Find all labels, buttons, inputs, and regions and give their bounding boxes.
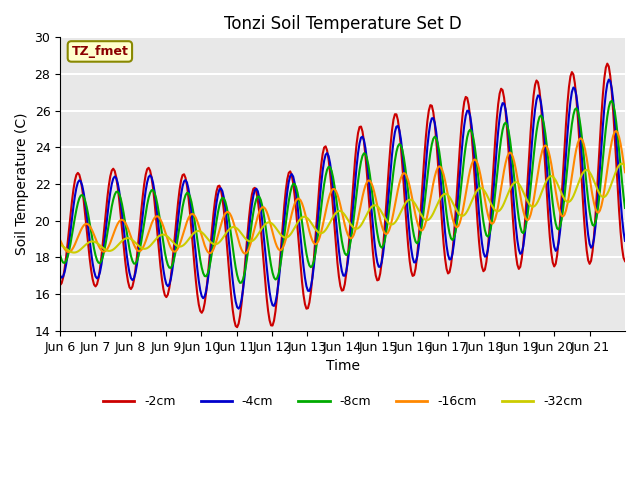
-4cm	[93, 276, 101, 281]
Legend: -2cm, -4cm, -8cm, -16cm, -32cm: -2cm, -4cm, -8cm, -16cm, -32cm	[98, 390, 588, 413]
-4cm	[235, 306, 243, 312]
-8cm	[348, 228, 356, 234]
-2cm	[56, 282, 64, 288]
-32cm	[77, 246, 84, 252]
-8cm	[621, 205, 629, 211]
-16cm	[93, 240, 101, 245]
-2cm	[76, 172, 83, 178]
-2cm	[604, 61, 611, 67]
-4cm	[621, 238, 629, 244]
-4cm	[620, 229, 627, 235]
Line: -4cm: -4cm	[60, 80, 625, 309]
-8cm	[76, 195, 83, 201]
-32cm	[621, 163, 629, 169]
-32cm	[460, 212, 468, 218]
-16cm	[241, 251, 248, 256]
-8cm	[93, 257, 101, 263]
-16cm	[76, 231, 83, 237]
-8cm	[608, 98, 616, 104]
-2cm	[234, 324, 241, 330]
-16cm	[612, 128, 620, 134]
Line: -8cm: -8cm	[60, 101, 625, 283]
-32cm	[620, 161, 627, 167]
Text: TZ_fmet: TZ_fmet	[72, 45, 129, 58]
-8cm	[620, 193, 627, 199]
-8cm	[545, 157, 552, 163]
-16cm	[620, 159, 627, 165]
-16cm	[460, 200, 468, 205]
-2cm	[545, 214, 552, 219]
Line: -16cm: -16cm	[60, 131, 625, 253]
-2cm	[620, 255, 627, 261]
-8cm	[236, 280, 244, 286]
-32cm	[95, 241, 102, 247]
-32cm	[70, 250, 77, 255]
Y-axis label: Soil Temperature (C): Soil Temperature (C)	[15, 113, 29, 255]
-4cm	[76, 178, 83, 183]
-4cm	[460, 122, 468, 128]
-8cm	[460, 155, 468, 160]
-2cm	[93, 281, 101, 287]
Line: -2cm: -2cm	[60, 64, 625, 327]
-16cm	[348, 235, 356, 240]
-32cm	[348, 223, 356, 229]
-4cm	[56, 273, 64, 278]
-16cm	[56, 237, 64, 243]
-2cm	[460, 99, 468, 105]
-4cm	[545, 184, 552, 190]
-2cm	[621, 258, 629, 264]
-2cm	[348, 195, 356, 201]
-4cm	[605, 77, 612, 83]
-8cm	[56, 252, 64, 258]
Line: -32cm: -32cm	[60, 164, 625, 252]
-32cm	[56, 242, 64, 248]
X-axis label: Time: Time	[326, 359, 360, 373]
Title: Tonzi Soil Temperature Set D: Tonzi Soil Temperature Set D	[224, 15, 461, 33]
-16cm	[621, 169, 629, 175]
-16cm	[545, 147, 552, 153]
-32cm	[618, 161, 626, 167]
-32cm	[545, 175, 552, 181]
-4cm	[348, 215, 356, 221]
